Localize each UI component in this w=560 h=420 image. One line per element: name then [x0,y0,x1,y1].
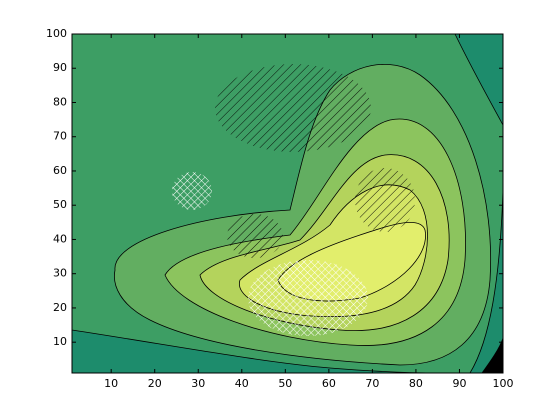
hatch-region [227,214,283,258]
y-tick-label: 10 [53,335,67,348]
y-tick-label: 80 [53,95,67,108]
y-tick-label: 60 [53,164,67,177]
hatch-region [215,64,371,152]
y-tick-label: 50 [53,198,67,211]
x-tick-label: 40 [235,377,249,390]
x-tick-label: 10 [104,377,118,390]
x-tick-label: 100 [493,377,514,390]
contour-plot [72,34,503,373]
y-tick-label: 20 [53,301,67,314]
x-tick-label: 50 [278,377,292,390]
x-tick-label: 30 [191,377,205,390]
y-tick-label: 70 [53,130,67,143]
y-tick-label: 100 [46,27,67,40]
axes-box [71,33,504,374]
crosshatch-region [248,260,368,336]
x-tick-label: 90 [452,377,466,390]
x-tick-label: 80 [409,377,423,390]
hatch-region [355,168,415,232]
crosshatch-region [172,172,212,210]
x-tick-label: 70 [365,377,379,390]
contour-level [481,337,503,373]
y-tick-label: 40 [53,232,67,245]
y-tick-label: 90 [53,61,67,74]
x-tick-label: 60 [322,377,336,390]
x-tick-label: 20 [148,377,162,390]
y-tick-label: 30 [53,267,67,280]
